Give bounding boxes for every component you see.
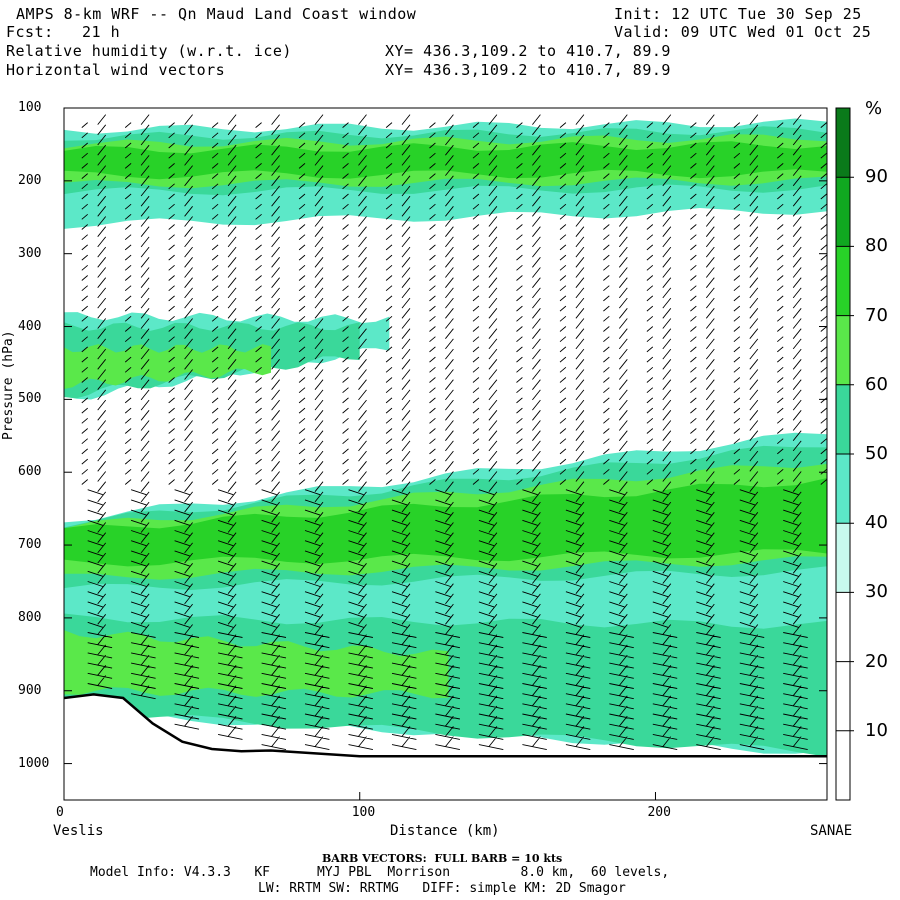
y-tick-label-100: 100 bbox=[18, 100, 42, 115]
chart-title: AMPS 8-km WRF -- Qn Maud Land Coast wind… bbox=[16, 5, 417, 23]
wind-barb-column-1 bbox=[124, 114, 156, 700]
y-tick-label-1000: 1000 bbox=[18, 755, 50, 771]
xy-line-2: XY= 436.3,109.2 to 410.7, 89.9 bbox=[385, 61, 671, 79]
x-axis-label: Distance (km) bbox=[390, 823, 500, 839]
model-info-2: LW: RRTM SW: RRTMG DIFF: simple KM: 2D S… bbox=[258, 881, 626, 896]
colorbar-label-60: 60 bbox=[865, 373, 888, 395]
wind-barb-column-15 bbox=[733, 114, 765, 751]
wind-barb-column-16 bbox=[777, 114, 808, 751]
xy-line-1: XY= 436.3,109.2 to 410.7, 89.9 bbox=[385, 42, 671, 60]
colorbar-band-90 bbox=[836, 108, 850, 178]
y-tick-label-600: 600 bbox=[18, 464, 42, 480]
colorbar-label-30: 30 bbox=[865, 581, 888, 603]
y-tick-label-800: 800 bbox=[18, 609, 42, 625]
forecast-label: Fcst: bbox=[6, 23, 54, 41]
wind-barb-column-8 bbox=[429, 114, 460, 751]
colorbar-band-20 bbox=[836, 592, 850, 662]
colorbar-band-0 bbox=[836, 730, 850, 800]
wind-barb-column-0 bbox=[81, 114, 113, 689]
valid-time: Valid: 09 UTC Wed 01 Oct 25 bbox=[614, 23, 872, 41]
field-2-label: Horizontal wind vectors bbox=[6, 61, 226, 79]
colorbar-label-20: 20 bbox=[865, 650, 888, 672]
rh-layer-60-12 bbox=[64, 630, 449, 699]
colorbar-label-40: 40 bbox=[865, 512, 888, 534]
colorbar-band-10 bbox=[836, 661, 850, 731]
y-tick-label-900: 900 bbox=[18, 682, 42, 698]
forecast-hour: 21 h bbox=[82, 23, 121, 41]
colorbar-label-70: 70 bbox=[865, 304, 888, 326]
y-tick-label-700: 700 bbox=[18, 537, 42, 553]
wind-barb-column-4 bbox=[255, 114, 287, 751]
colorbar-band-80 bbox=[836, 177, 850, 247]
model-info: Model Info: V4.3.3 KF MYJ PBL Morrison 8… bbox=[90, 865, 670, 880]
x-start-label: Veslis bbox=[53, 823, 104, 839]
y-axis-label: Pressure (hPa) bbox=[1, 330, 16, 440]
init-time: Init: 12 UTC Tue 30 Sep 25 bbox=[614, 5, 862, 23]
y-tick-label-200: 200 bbox=[18, 172, 42, 188]
x-end-label: SANAE bbox=[810, 823, 853, 839]
colorbar-band-50 bbox=[836, 384, 850, 454]
wind-barb-column-9 bbox=[472, 114, 504, 751]
colorbar-label-10: 10 bbox=[865, 719, 888, 741]
wind-barb-column-5 bbox=[298, 114, 330, 751]
wind-barb-column-13 bbox=[646, 114, 678, 751]
y-tick-label-500: 500 bbox=[18, 391, 42, 407]
colorbar-unit: % bbox=[865, 98, 883, 119]
wind-barb-column-12 bbox=[603, 114, 634, 751]
colorbar-band-30 bbox=[836, 523, 850, 593]
wind-barb-column-14 bbox=[690, 114, 721, 751]
colorbar-label-90: 90 bbox=[865, 166, 888, 188]
colorbar-band-40 bbox=[836, 454, 850, 524]
field-1-label: Relative humidity (w.r.t. ice) bbox=[6, 42, 292, 60]
terrain-line bbox=[64, 693, 827, 758]
x-tick-label-100: 100 bbox=[351, 805, 376, 820]
terrain-fill bbox=[64, 694, 827, 800]
x-tick-label-200: 200 bbox=[647, 805, 671, 820]
wind-barb-column-2 bbox=[168, 114, 200, 730]
wind-barb-column-10 bbox=[516, 114, 547, 751]
wind-barb-column-11 bbox=[559, 114, 591, 751]
barb-note: BARB VECTORS: FULL BARB = 10 kts bbox=[322, 852, 563, 865]
rh-layer-70-3 bbox=[64, 141, 827, 180]
wind-barb-column-6 bbox=[342, 114, 373, 751]
x-tick-label-0: 0 bbox=[56, 805, 64, 820]
rh-layer-60-6 bbox=[64, 344, 271, 389]
y-tick-label-300: 300 bbox=[18, 245, 42, 261]
wind-barb-column-3 bbox=[211, 114, 243, 740]
wind-barb-column-7 bbox=[385, 114, 417, 751]
colorbar-band-60 bbox=[836, 315, 850, 385]
colorbar-band-70 bbox=[836, 246, 850, 316]
y-tick-label-400: 400 bbox=[18, 318, 42, 334]
colorbar-label-50: 50 bbox=[865, 443, 888, 464]
colorbar-label-80: 80 bbox=[865, 235, 888, 257]
plot-frame bbox=[63, 107, 828, 801]
